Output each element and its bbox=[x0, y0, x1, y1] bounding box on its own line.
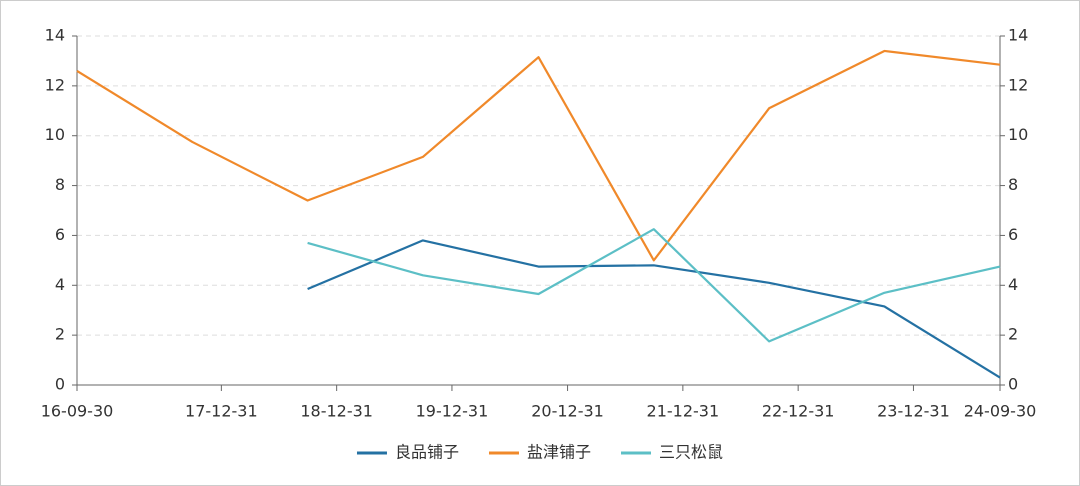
y2-tick-label: 2 bbox=[1008, 325, 1018, 344]
x-tick-label: 17-12-31 bbox=[185, 402, 258, 421]
series-line bbox=[307, 228, 1001, 343]
series-line bbox=[76, 49, 1001, 262]
y2-tick-label: 4 bbox=[1008, 275, 1018, 294]
y2-tick-label: 14 bbox=[1008, 26, 1028, 45]
y2-tick-label: 6 bbox=[1008, 225, 1018, 244]
y-tick-label: 10 bbox=[45, 125, 65, 144]
x-tick-label: 22-12-31 bbox=[762, 402, 835, 421]
x-tick-label: 20-12-31 bbox=[531, 402, 604, 421]
legend-label: 三只松鼠 bbox=[659, 443, 723, 462]
series-line bbox=[307, 239, 1001, 379]
y-tick-label: 2 bbox=[55, 325, 65, 344]
y2-tick-label: 0 bbox=[1008, 375, 1018, 394]
legend-label: 良品铺子 bbox=[395, 443, 459, 462]
y2-tick-label: 8 bbox=[1008, 175, 1018, 194]
y-tick-label: 8 bbox=[55, 175, 65, 194]
y2-tick-label: 12 bbox=[1008, 75, 1028, 94]
legend-label: 盐津铺子 bbox=[527, 443, 591, 462]
x-tick-label: 16-09-30 bbox=[41, 402, 114, 421]
x-tick-label: 18-12-31 bbox=[300, 402, 373, 421]
y-tick-label: 0 bbox=[55, 375, 65, 394]
x-tick-label: 23-12-31 bbox=[877, 402, 950, 421]
y-tick-label: 12 bbox=[45, 75, 65, 94]
y-tick-label: 14 bbox=[45, 26, 65, 45]
x-tick-label: 24-09-30 bbox=[964, 402, 1037, 421]
y-tick-label: 4 bbox=[55, 275, 65, 294]
x-tick-label: 19-12-31 bbox=[416, 402, 489, 421]
y-tick-label: 6 bbox=[55, 225, 65, 244]
y2-tick-label: 10 bbox=[1008, 125, 1028, 144]
x-tick-label: 21-12-31 bbox=[647, 402, 720, 421]
